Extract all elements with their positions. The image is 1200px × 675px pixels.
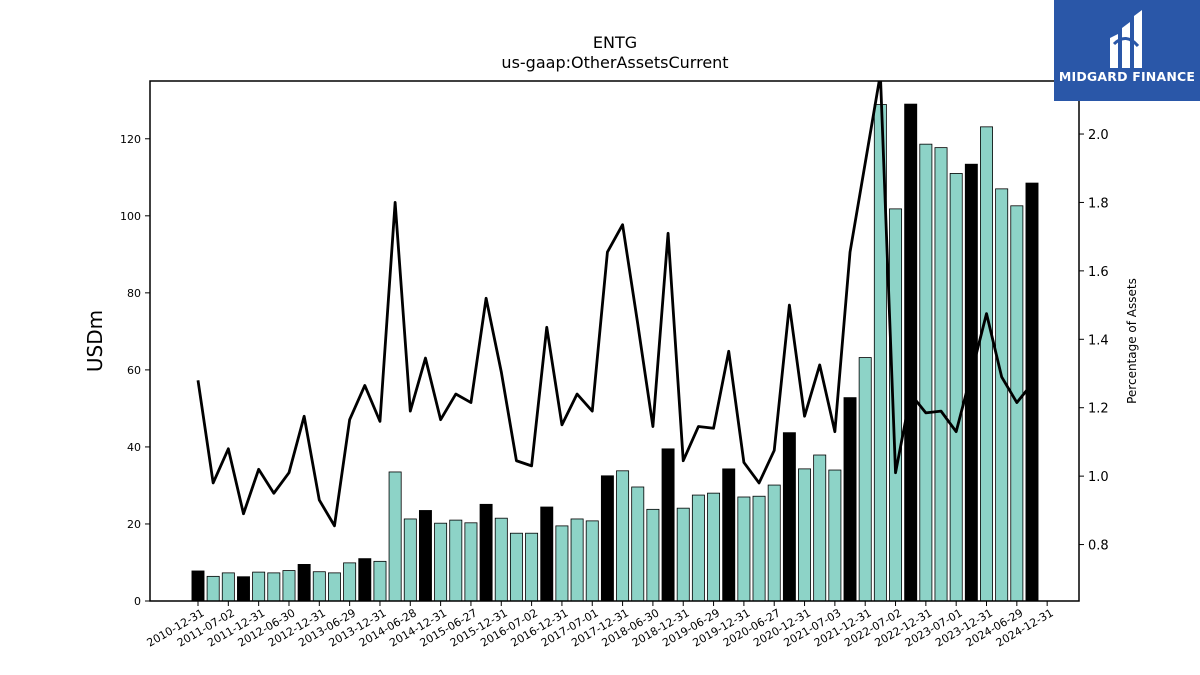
quarter-bar <box>252 571 266 602</box>
y2-tick-label: 1.0 <box>1088 470 1109 485</box>
quarter-bar <box>555 525 569 602</box>
quarter-bar <box>798 468 812 602</box>
y-axis-label: USDm <box>83 310 107 372</box>
quarter-bar <box>919 143 933 602</box>
quarter-bar <box>494 517 508 602</box>
y2-tick-label: 0.8 <box>1088 539 1109 554</box>
annual-bar <box>297 564 311 602</box>
quarter-bar <box>737 496 751 602</box>
y-tick-label: 100 <box>120 210 141 223</box>
quarter-bar <box>949 173 963 602</box>
quarter-bar <box>616 470 630 602</box>
midgard-logo-icon <box>1110 10 1142 68</box>
quarter-bar <box>767 484 781 602</box>
y-tick-label: 0 <box>134 595 141 608</box>
chart-title: ENTG <box>593 33 637 52</box>
quarter-bar <box>646 508 660 602</box>
bar-series <box>191 103 1039 602</box>
quarter-bar <box>691 494 705 602</box>
y2-tick-label: 1.6 <box>1088 265 1109 280</box>
y2-tick-label: 2.0 <box>1088 128 1109 143</box>
y2-tick-label: 1.4 <box>1088 333 1109 348</box>
annual-bar <box>964 163 978 602</box>
quarter-bar <box>221 572 235 602</box>
quarter-bar <box>403 518 417 602</box>
brand-name: MIDGARD FINANCE <box>1058 69 1196 84</box>
right-y-axis: 0.8 1.0 1.2 1.4 1.6 1.8 2.0 <box>1079 128 1109 554</box>
y-tick-label: 20 <box>127 518 141 531</box>
annual-bar <box>904 103 918 602</box>
quarter-bar <box>631 486 645 602</box>
y2-tick-label: 1.8 <box>1088 196 1109 211</box>
quarter-bar <box>449 519 463 602</box>
annual-bar <box>358 558 372 602</box>
quarter-bar <box>585 520 599 602</box>
annual-bar <box>479 503 493 602</box>
annual-bar <box>191 570 205 602</box>
annual-bar <box>540 506 554 602</box>
y-tick-label: 80 <box>127 287 141 300</box>
y-tick-label: 120 <box>120 133 141 146</box>
quarter-bar <box>373 560 387 602</box>
y2-axis-label: Percentage of Assets <box>1125 278 1139 404</box>
quarter-bar <box>434 522 448 602</box>
annual-bar <box>782 432 796 602</box>
quarter-bar <box>980 126 993 602</box>
quarter-bar <box>752 495 766 602</box>
quarter-bar <box>995 188 1009 602</box>
quarter-bar <box>206 575 220 602</box>
quarter-bar <box>813 454 827 602</box>
left-y-axis: 0 20 40 60 80 100 120 <box>120 133 150 608</box>
percentage-line <box>196 81 1034 528</box>
quarter-bar <box>707 492 721 602</box>
quarter-bar <box>509 532 523 602</box>
y-tick-label: 40 <box>127 441 141 454</box>
brand-logo: MIDGARD FINANCE <box>1054 0 1200 101</box>
quarter-bar <box>464 522 478 602</box>
quarter-bar <box>312 571 326 602</box>
chart-subtitle: us-gaap:OtherAssetsCurrent <box>501 53 728 72</box>
quarter-bar <box>676 507 690 602</box>
annual-bar <box>418 510 432 602</box>
plot-frame <box>149 80 1080 602</box>
quarter-bar <box>525 532 539 602</box>
y2-tick-label: 1.2 <box>1088 402 1109 417</box>
quarter-bar <box>570 518 584 602</box>
quarter-bar <box>828 469 842 602</box>
annual-bar <box>661 448 675 602</box>
annual-bar <box>600 475 614 602</box>
quarter-bar <box>282 570 296 602</box>
y-tick-label: 60 <box>127 364 141 377</box>
annual-bar <box>237 576 250 602</box>
quarter-bar <box>934 147 948 602</box>
quarter-bar <box>858 357 872 602</box>
x-axis: 2010-12-312011-07-022011-12-312012-06-30… <box>145 601 1056 650</box>
annual-bar <box>722 468 736 602</box>
quarter-bar <box>388 471 402 602</box>
quarter-bar <box>267 572 281 602</box>
percentage-line-series <box>196 81 1034 528</box>
quarter-bar <box>343 562 357 602</box>
quarter-bar <box>328 572 341 602</box>
annual-bar <box>843 397 857 602</box>
annual-bar <box>1025 182 1039 602</box>
quarter-bar <box>889 208 902 602</box>
